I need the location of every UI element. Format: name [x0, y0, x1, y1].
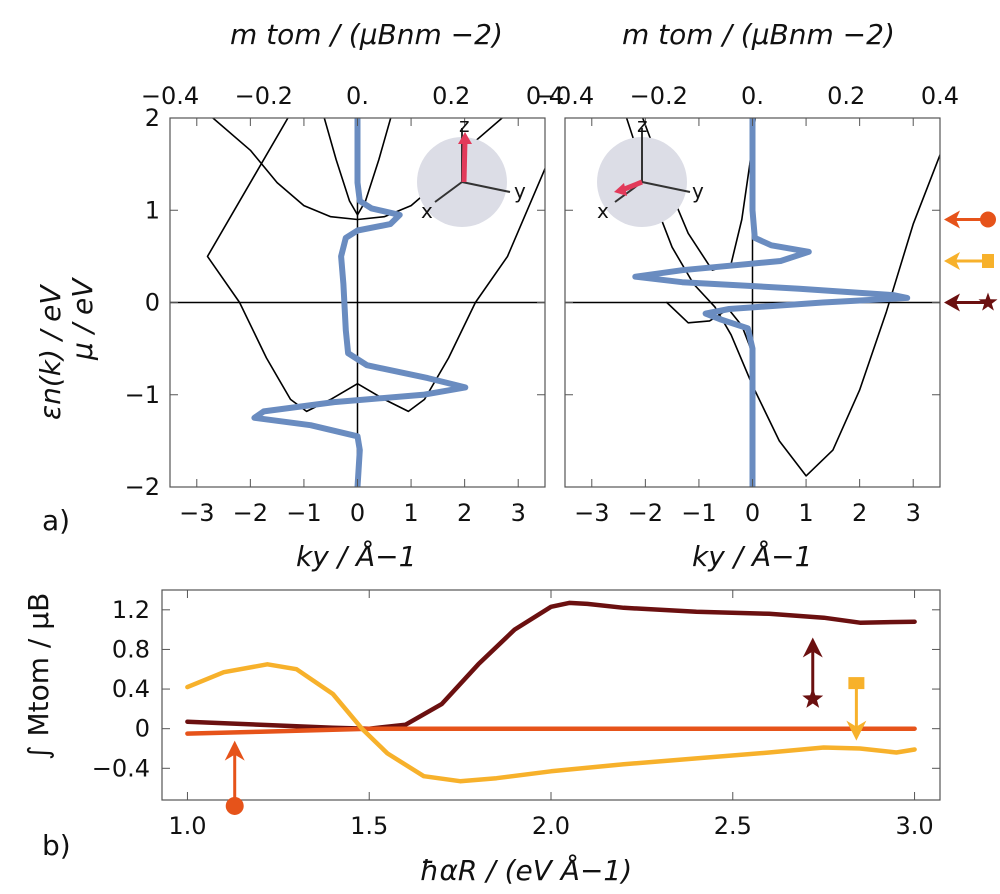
y-tick-label: 2: [145, 104, 160, 132]
orange-circle-arrow-symbol: [225, 796, 244, 815]
top-tick-label: 0.: [346, 82, 369, 110]
series-dark-red-star: [185, 600, 917, 731]
x-tick-label: 2: [457, 499, 472, 527]
top-xlabel-left: m tom / (μBnm −2): [230, 18, 503, 51]
inset-moment-arrow: [621, 179, 643, 193]
top-tick-label: 0.2: [432, 82, 470, 110]
inset-left: z y x: [417, 113, 526, 227]
inset-label-x: x: [421, 199, 433, 223]
plot-area: [170, 118, 545, 487]
y-tick-label: 0: [145, 289, 160, 317]
panel-label-a: a): [42, 504, 70, 537]
legend-arrowhead-circle: [944, 210, 960, 229]
top-tick-label: −0.4: [141, 82, 199, 110]
series-band-lower: [206, 118, 545, 413]
x-tick-label: 3: [511, 499, 526, 527]
x-tick-label: 2.5: [714, 812, 752, 840]
inset-right: z y x: [597, 113, 704, 227]
ylabel-a-mu: μ / eV: [66, 277, 99, 361]
series-band-inner: [323, 118, 392, 216]
y-tick-label: −2: [125, 473, 160, 501]
plot-frame: [161, 589, 941, 801]
inset-moment-arrowhead: [614, 183, 627, 196]
inset-axis-x: [434, 181, 463, 203]
series-band-outer: [625, 118, 940, 477]
x-tick-label: −1: [681, 499, 716, 527]
series-yellow-square: [185, 662, 917, 784]
panel-b: 1.0 1.5 2.0 2.5 3.0 1.2 0.8 0.4 0 −0.4: [92, 589, 941, 840]
orange-circle-arrow-head: [224, 740, 245, 761]
top-tick-label: −0.4: [536, 82, 594, 110]
inset-label-y: y: [514, 179, 526, 203]
series-band-small: [666, 301, 754, 354]
x-tick-label: −2: [628, 499, 663, 527]
legend-symbol-square: [982, 253, 994, 268]
x-tick-label: −3: [179, 499, 214, 527]
x-tick-label: −2: [233, 499, 268, 527]
series-m_tom: [251, 118, 469, 487]
inset-label-z: z: [637, 113, 648, 137]
y-tick-label: 1: [145, 196, 160, 224]
top-tick-label: −0.2: [630, 82, 688, 110]
ylabel-b: ∫ Mtom / μB: [22, 593, 55, 760]
series-orange-circle: [185, 726, 917, 736]
top-tick-label: 0.4: [921, 82, 959, 110]
xlabel-left: ky / Å−1: [296, 539, 416, 573]
x-tick-label: 3.0: [895, 812, 933, 840]
y-tick-label: −0.4: [92, 754, 150, 782]
x-tick-label: 3: [906, 499, 921, 527]
yellow-square-arrow-head: [846, 720, 867, 741]
inset-moment-arrow: [461, 139, 468, 183]
inset-label-z: z: [459, 113, 470, 137]
inset-axis-y: [641, 181, 691, 193]
xlabel-b: ħαR / (eV Å−1): [420, 853, 632, 887]
x-tick-label: 0: [350, 499, 365, 527]
top-tick-label: 0.2: [827, 82, 865, 110]
panel-label-b: b): [42, 829, 71, 862]
y-tick-label: 0: [135, 715, 150, 743]
inset-axis-y: [461, 181, 511, 193]
x-tick-label: −1: [286, 499, 321, 527]
x-tick-label: 1.0: [168, 812, 206, 840]
series-m_tom: [632, 118, 911, 487]
energy-legend: [944, 210, 998, 312]
panel-a-right: −3 −2 −1 0 1 2 3 −0.4 −0.2 0. 0.2 0.4: [536, 82, 959, 527]
legend-symbol-circle: [980, 211, 996, 228]
legend-arrowhead-square: [944, 251, 960, 270]
x-tick-label: 2: [852, 499, 867, 527]
y-tick-label: −1: [125, 381, 160, 409]
inset-moment-arrowhead: [458, 132, 472, 144]
dark-red-star-arrow-head: [802, 637, 823, 658]
x-tick-label: 1: [798, 499, 813, 527]
x-tick-label: 1.5: [350, 812, 388, 840]
y-tick-label: 0.8: [112, 635, 150, 663]
top-xlabel-right: m tom / (μBnm −2): [622, 18, 895, 51]
ylabel-a: εn(k) / eV: [34, 284, 67, 420]
inset-label-x: x: [597, 199, 609, 223]
legend-arrowhead-star: [944, 293, 960, 312]
top-tick-label: 0.4: [526, 82, 564, 110]
x-tick-label: 0: [745, 499, 760, 527]
panel-a-left: −3 −2 −1 0 1 2 3 −0.4 −0.2 0. 0.2 0.4 2 1 0 −1 −2: [125, 82, 564, 527]
y-tick-label: 1.2: [112, 596, 150, 624]
inset-label-y: y: [692, 179, 704, 203]
legend-symbol-star: [978, 292, 998, 311]
x-tick-label: 2.0: [532, 812, 570, 840]
top-tick-label: 0.: [741, 82, 764, 110]
y-tick-label: 0.4: [112, 675, 150, 703]
dark-red-star-arrow-symbol: [802, 688, 824, 708]
top-tick-label: −0.2: [235, 82, 293, 110]
xlabel-right: ky / Å−1: [692, 539, 812, 573]
yellow-square-arrow-symbol: [848, 677, 865, 690]
plot-area: [565, 118, 940, 487]
x-tick-label: 1: [403, 499, 418, 527]
x-tick-label: −3: [574, 499, 609, 527]
